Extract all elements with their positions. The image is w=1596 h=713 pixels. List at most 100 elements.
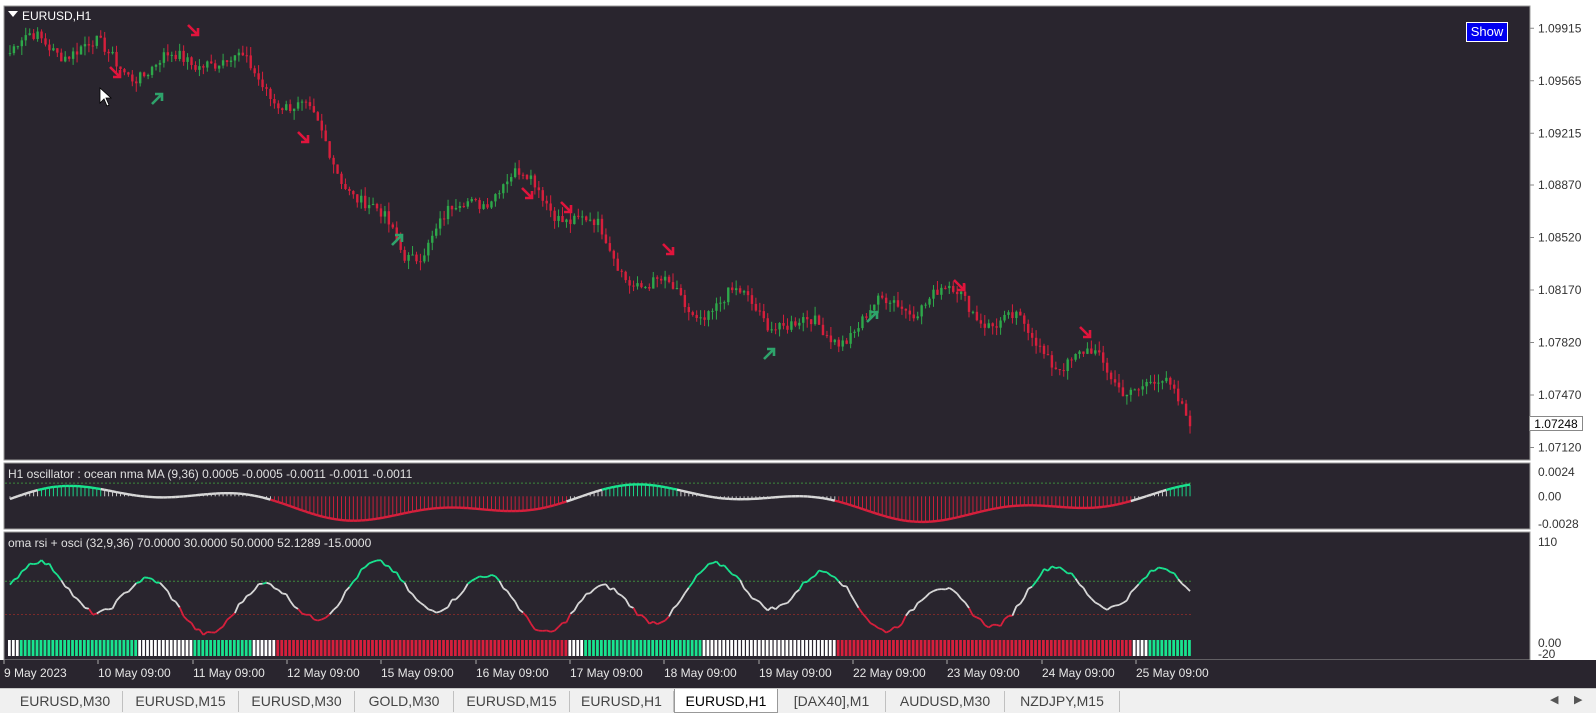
- rsi-state-bar: [505, 640, 509, 656]
- candle-body: [1176, 388, 1180, 402]
- rsi-state-bar: [974, 640, 978, 656]
- rsi-state-bar: [1014, 640, 1018, 656]
- rsi-state-bar: [1034, 640, 1037, 656]
- rsi-state-bar: [489, 640, 493, 656]
- candle-body: [1078, 351, 1081, 355]
- tab-dax40-m1[interactable]: [DAX40],M1: [778, 691, 886, 712]
- chart-menu-triangle-icon[interactable]: [8, 11, 18, 17]
- candle-body: [825, 335, 829, 337]
- rsi-state-bar: [430, 640, 434, 656]
- candle-body: [170, 54, 173, 56]
- rsi-state-bar: [1085, 640, 1089, 656]
- rsi-pane[interactable]: [3, 531, 1531, 661]
- rsi-state-bar: [927, 640, 931, 656]
- tab-eurusd-m30[interactable]: EURUSD,M30: [8, 691, 123, 712]
- rsi-state-bar: [726, 640, 730, 656]
- candle-body: [829, 335, 833, 343]
- candle-body: [506, 181, 509, 185]
- candle-body: [916, 316, 919, 319]
- candle-body: [920, 305, 923, 317]
- candle-body: [857, 328, 860, 332]
- rsi-state-bar: [982, 640, 986, 656]
- candle-body: [415, 254, 418, 262]
- candle-body: [959, 291, 963, 295]
- rsi-state-bar: [544, 640, 548, 656]
- tab-eurusd-h1-active[interactable]: EURUSD,H1: [674, 689, 778, 713]
- rsi-state-bar: [1124, 640, 1128, 656]
- rsi-state-bar: [221, 640, 224, 656]
- candle-body: [1184, 403, 1188, 416]
- candle-body: [936, 289, 939, 295]
- price-pane[interactable]: [3, 5, 1531, 461]
- tab-eurusd-m15[interactable]: EURUSD,M15: [123, 691, 239, 712]
- candle-body: [537, 187, 541, 191]
- rsi-state-bar: [438, 640, 441, 656]
- candle-body: [296, 102, 300, 109]
- candle-body: [190, 57, 193, 66]
- rsi-state-bar: [627, 640, 631, 656]
- candle-body: [782, 323, 785, 326]
- tab-nzdjpy-m15[interactable]: NZDJPY,M15: [1005, 691, 1120, 712]
- oscillator-axis: 0.0024 0.00 -0.0028: [1538, 465, 1579, 531]
- oscillator-title: H1 oscillator : ocean nma MA (9,36) 0.00…: [8, 467, 413, 481]
- chart-symbol-title: EURUSD,H1: [22, 9, 92, 23]
- tab-eurusd-h1[interactable]: EURUSD,H1: [570, 691, 674, 712]
- rsi-state-bar: [331, 640, 335, 656]
- candle-body: [738, 288, 742, 293]
- rsi-state-bar: [840, 640, 844, 656]
- candle-body: [225, 60, 229, 63]
- candle-body: [588, 219, 592, 221]
- candle-body: [1038, 345, 1042, 347]
- rsi-line: [5, 559, 1192, 636]
- rsi-state-bar: [619, 640, 623, 656]
- rsi-state-bar: [213, 640, 216, 656]
- candle-body: [253, 68, 256, 74]
- candle-body: [166, 52, 170, 56]
- rsi-state-bar: [8, 640, 11, 656]
- rsi-state-bar: [71, 640, 74, 656]
- rsi-state-bar: [663, 640, 666, 656]
- candle-body: [462, 206, 466, 208]
- show-button[interactable]: Show: [1466, 22, 1508, 42]
- candle-body: [261, 79, 264, 88]
- rsi-state-bar: [682, 640, 686, 656]
- rsi-state-bar: [639, 640, 643, 656]
- candle-body: [813, 315, 817, 325]
- price-tick-label: 1.09915: [1538, 21, 1582, 35]
- candle-body: [565, 219, 568, 223]
- candle-body: [103, 37, 106, 52]
- tab-eurusd-m15-2[interactable]: EURUSD,M15: [454, 691, 570, 712]
- rsi-state-bar: [1144, 640, 1148, 656]
- tab-scroll-left-icon[interactable]: ◀: [1550, 694, 1559, 706]
- rsi-state-bar: [749, 640, 753, 656]
- candle-body: [217, 65, 221, 69]
- candle-body: [482, 204, 485, 209]
- rsi-state-bar: [355, 640, 359, 656]
- candle-body: [363, 195, 367, 209]
- rsi-state-bar: [19, 640, 23, 656]
- candle-body: [450, 205, 454, 210]
- rsi-state-bar: [201, 640, 205, 656]
- tab-eurusd-m30-2[interactable]: EURUSD,M30: [239, 691, 355, 712]
- rsi-state-bar: [809, 640, 812, 656]
- rsi-state-bar: [765, 640, 769, 656]
- rsi-state-bar: [1081, 640, 1085, 656]
- rsi-state-bar: [134, 640, 138, 656]
- candle-body: [75, 51, 79, 55]
- candle-body: [529, 175, 533, 179]
- tab-audusd-m30[interactable]: AUDUSD,M30: [886, 691, 1005, 712]
- tab-gold-m30[interactable]: GOLD,M30: [355, 691, 454, 712]
- rsi-state-bar: [1065, 640, 1069, 656]
- rsi-state-bar: [497, 640, 501, 656]
- tab-scroll-right-icon[interactable]: ▶: [1574, 694, 1583, 706]
- rsi-state-bar: [671, 640, 674, 656]
- candle-body: [900, 306, 904, 309]
- rsi-state-bar: [102, 640, 106, 656]
- rsi-state-bar: [422, 640, 426, 656]
- rsi-state-bar: [777, 640, 781, 656]
- price-tick-label: 1.09565: [1538, 74, 1582, 88]
- candle-body: [1098, 350, 1101, 353]
- rsi-state-bar: [130, 640, 134, 656]
- rsi-state-bar: [418, 640, 422, 656]
- rsi-state-bar: [142, 640, 145, 656]
